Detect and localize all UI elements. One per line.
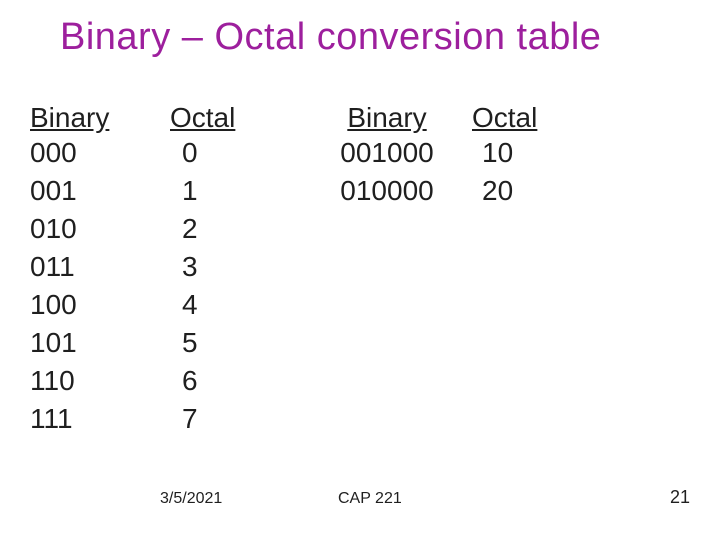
footer-date: 3/5/2021	[160, 490, 222, 508]
column-binary-right: Binary 001000 010000	[332, 102, 442, 210]
header-octal-left: Octal	[170, 102, 235, 134]
cell-binary: 101	[30, 324, 109, 362]
column-octal-right: Octal 10 20	[472, 102, 537, 210]
cell-octal: 6	[170, 362, 235, 400]
footer-page-number: 21	[670, 487, 690, 508]
cell-octal: 10	[472, 134, 537, 172]
cell-binary: 000	[30, 134, 109, 172]
footer-course: CAP 221	[338, 490, 402, 508]
cell-octal: 0	[170, 134, 235, 172]
header-binary-left: Binary	[30, 102, 109, 134]
cell-binary: 011	[30, 248, 109, 286]
cell-binary: 010	[30, 210, 109, 248]
cell-binary: 010000	[332, 172, 442, 210]
cell-octal: 20	[472, 172, 537, 210]
cell-binary: 001	[30, 172, 109, 210]
cell-octal: 3	[170, 248, 235, 286]
header-octal-right: Octal	[472, 102, 537, 134]
column-octal-left: Octal 0 1 2 3 4 5 6 7	[170, 102, 235, 438]
cell-binary: 110	[30, 362, 109, 400]
column-binary-left: Binary 000 001 010 011 100 101 110 111	[30, 102, 109, 438]
cell-octal: 2	[170, 210, 235, 248]
cell-octal: 4	[170, 286, 235, 324]
header-binary-right: Binary	[332, 102, 442, 134]
slide-title: Binary – Octal conversion table	[60, 16, 601, 59]
cell-octal: 5	[170, 324, 235, 362]
cell-binary: 001000	[332, 134, 442, 172]
cell-octal: 7	[170, 400, 235, 438]
cell-binary: 111	[30, 400, 109, 438]
cell-octal: 1	[170, 172, 235, 210]
cell-binary: 100	[30, 286, 109, 324]
